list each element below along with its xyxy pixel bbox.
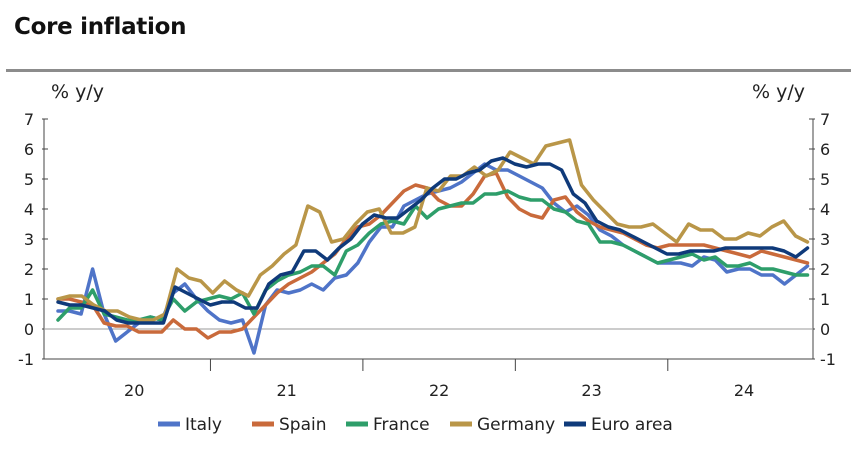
legend-item-spain: Spain bbox=[252, 415, 327, 435]
y-tick-label-right: 2 bbox=[820, 260, 830, 279]
title-divider bbox=[6, 69, 851, 72]
x-tick-label: 20 bbox=[124, 381, 144, 400]
legend-label-spain: Spain bbox=[279, 415, 327, 435]
y-tick-label-left: 6 bbox=[24, 140, 34, 159]
series-line-france bbox=[56, 189, 810, 322]
legend-item-germany: Germany bbox=[450, 415, 555, 435]
legend-item-euro-area: Euro area bbox=[564, 415, 673, 435]
y-tick-label-right: 1 bbox=[820, 290, 830, 309]
y-tick-label-left: 4 bbox=[24, 200, 34, 219]
x-tick-label: 22 bbox=[429, 381, 449, 400]
y-tick-label-left: -1 bbox=[18, 350, 34, 369]
y-tick-label-right: 0 bbox=[820, 320, 830, 339]
y-tick-label-left: 1 bbox=[24, 290, 34, 309]
y-tick-label-left: 2 bbox=[24, 260, 34, 279]
x-tick-label: 24 bbox=[734, 381, 754, 400]
y-tick-label-right: 4 bbox=[820, 200, 830, 219]
x-tick-label: 21 bbox=[276, 381, 296, 400]
legend-item-france: France bbox=[346, 415, 430, 435]
legend-label-italy: Italy bbox=[185, 415, 222, 435]
legend-label-france: France bbox=[373, 415, 430, 435]
y-axis-label-right: % y/y bbox=[752, 81, 805, 103]
legend-item-italy: Italy bbox=[158, 415, 222, 435]
legend-label-euro-area: Euro area bbox=[591, 415, 673, 435]
y-tick-label-right: -1 bbox=[820, 350, 836, 369]
y-tick-label-left: 0 bbox=[24, 320, 34, 339]
y-tick-label-left: 7 bbox=[24, 110, 34, 129]
y-tick-label-right: 5 bbox=[820, 170, 830, 189]
page-title: Core inflation bbox=[14, 14, 187, 40]
legend-label-germany: Germany bbox=[477, 415, 555, 435]
y-tick-label-left: 3 bbox=[24, 230, 34, 249]
series-line-spain bbox=[56, 171, 810, 340]
y-tick-label-left: 5 bbox=[24, 170, 34, 189]
y-axis-label-left: % y/y bbox=[51, 81, 104, 103]
y-tick-label-right: 6 bbox=[820, 140, 830, 159]
series-line-euro-area bbox=[56, 156, 810, 325]
y-tick-label-right: 3 bbox=[820, 230, 830, 249]
y-tick-label-right: 7 bbox=[820, 110, 830, 129]
series-line-germany bbox=[56, 138, 810, 322]
x-tick-label: 23 bbox=[581, 381, 601, 400]
